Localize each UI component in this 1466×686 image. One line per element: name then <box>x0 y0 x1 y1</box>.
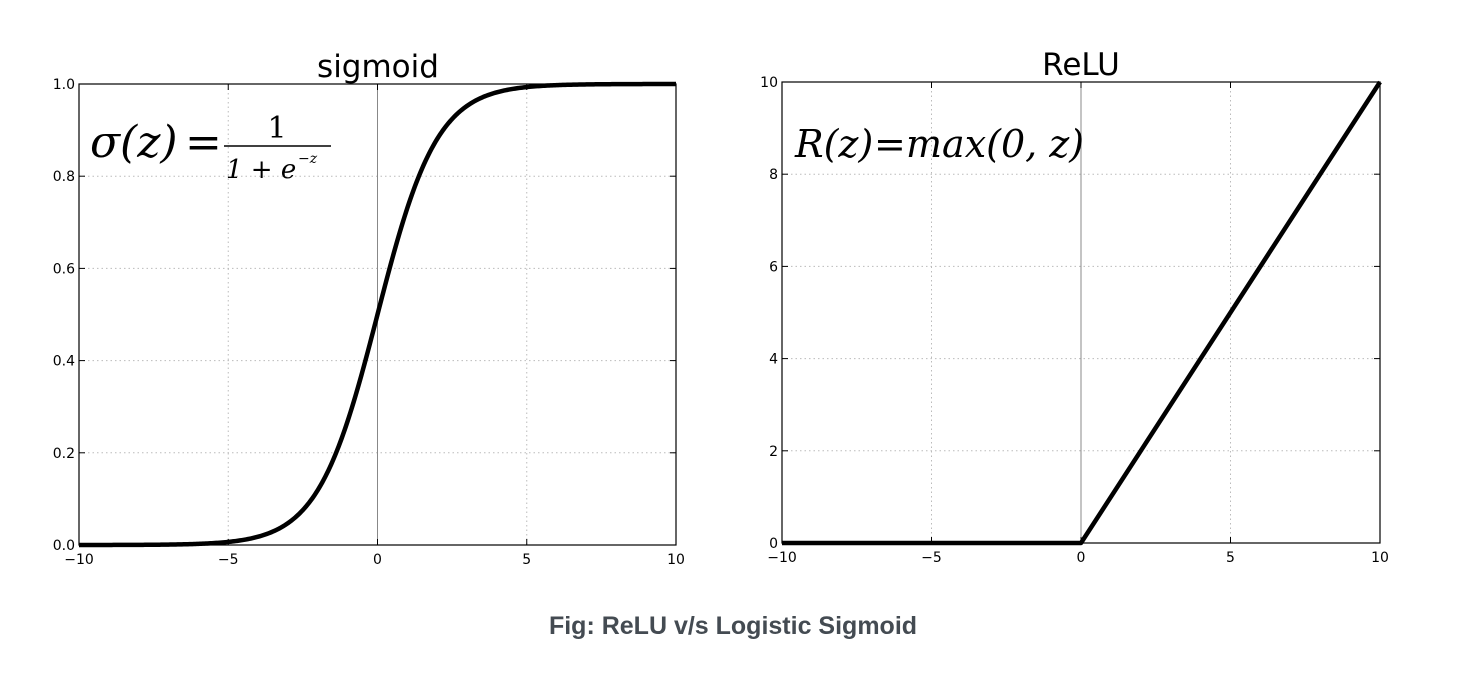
sigmoid-formula-denominator: 1 + e <box>226 155 296 185</box>
figure-caption: Fig: ReLU v/s Logistic Sigmoid <box>548 612 918 640</box>
relu-y-ticks: 0 2 4 6 8 10 <box>760 75 1380 552</box>
sigmoid-x-tick-label: 10 <box>667 552 685 568</box>
relu-y-tick-label: 6 <box>769 259 778 275</box>
sigmoid-formula-numerator: 1 <box>267 111 286 146</box>
sigmoid-curve <box>78 81 677 548</box>
relu-curve <box>782 80 1382 546</box>
sigmoid-y-tick-label: 0.2 <box>53 446 75 462</box>
figure-canvas: sigmoid −10 −5 0 5 10 0.00.20.40.60.81.0 σ(z… <box>53 47 1389 568</box>
relu-x-tick-label: 5 <box>1226 550 1235 566</box>
sigmoid-x-tick-label: −5 <box>218 552 239 568</box>
relu-y-tick-label: 2 <box>769 444 778 460</box>
sigmoid-formula-equals: = <box>185 117 222 168</box>
relu-panel: ReLU −10 −5 0 5 10 0 2 4 6 8 10 R(z) = max(0, z) <box>760 47 1389 566</box>
sigmoid-formula: σ(z) = 1 1 + e −z <box>90 111 331 185</box>
sigmoid-y-ticks: 0.0 0.2 0.4 0.6 0.8 1.0 <box>53 77 676 554</box>
relu-x-tick-label: −10 <box>767 550 797 566</box>
svg-text:σ(z): σ(z) <box>90 117 178 168</box>
relu-formula-equals: = <box>874 122 906 166</box>
relu-title: ReLU <box>1042 47 1120 83</box>
relu-formula: R(z) = max(0, z) <box>794 122 1084 166</box>
relu-x-tick-label: 0 <box>1077 550 1086 566</box>
relu-y-tick-label: 8 <box>769 167 778 183</box>
relu-x-tick-label: −5 <box>921 550 942 566</box>
sigmoid-formula-lhs: σ(z) <box>90 117 178 168</box>
sigmoid-y-tick-label: 1.0 <box>53 77 75 93</box>
svg-text:R(z): R(z) <box>794 122 873 166</box>
relu-y-tick-label: 4 <box>769 352 778 368</box>
sigmoid-y-tick-label: 0.0 <box>53 538 75 554</box>
relu-formula-rhs: max(0, z) <box>906 122 1084 166</box>
sigmoid-formula-exponent: −z <box>298 151 318 167</box>
sigmoid-y-tick-label: 0.8 <box>53 169 75 185</box>
sigmoid-y-tick-label: 0.4 <box>53 354 75 370</box>
sigmoid-x-tick-label: 0 <box>373 552 382 568</box>
relu-x-ticks: −10 −5 0 5 10 <box>767 82 1389 566</box>
relu-y-tick-label: 10 <box>760 75 778 91</box>
relu-x-tick-label: 10 <box>1371 550 1389 566</box>
sigmoid-title: sigmoid <box>317 49 439 85</box>
sigmoid-x-tick-label: −10 <box>64 552 94 568</box>
sigmoid-y-tick-label: 0.6 <box>53 261 75 277</box>
sigmoid-panel: sigmoid −10 −5 0 5 10 0.0 0.2 0.4 0.6 0.8 1.0 σ(z… <box>53 49 685 568</box>
relu-y-tick-label: 0 <box>769 536 778 552</box>
relu-formula-lhs: R(z) <box>794 122 873 166</box>
sigmoid-x-tick-label: 5 <box>522 552 531 568</box>
